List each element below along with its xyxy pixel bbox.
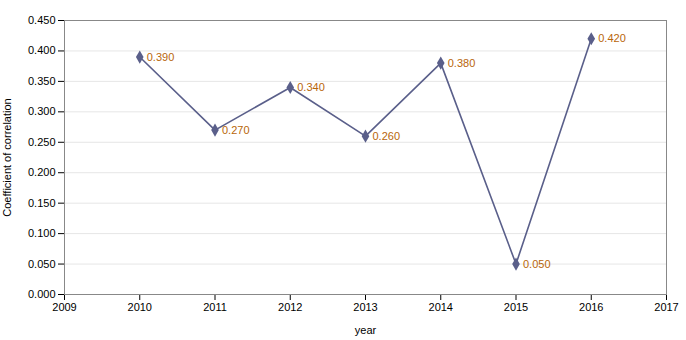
svg-text:0.100: 0.100 [28, 227, 56, 239]
svg-text:0.050: 0.050 [523, 258, 551, 270]
svg-text:2014: 2014 [429, 301, 453, 313]
svg-text:0.260: 0.260 [373, 130, 401, 142]
svg-text:0.340: 0.340 [297, 81, 325, 93]
svg-text:0.400: 0.400 [28, 44, 56, 56]
svg-text:2012: 2012 [278, 301, 302, 313]
svg-text:0.300: 0.300 [28, 105, 56, 117]
svg-text:2010: 2010 [128, 301, 152, 313]
svg-text:2015: 2015 [504, 301, 528, 313]
svg-text:2016: 2016 [579, 301, 603, 313]
svg-text:0.250: 0.250 [28, 136, 56, 148]
svg-text:0.150: 0.150 [28, 197, 56, 209]
svg-text:0.450: 0.450 [28, 14, 56, 26]
svg-text:0.200: 0.200 [28, 166, 56, 178]
svg-text:0.350: 0.350 [28, 75, 56, 87]
svg-text:2017: 2017 [654, 301, 678, 313]
svg-text:0.420: 0.420 [598, 32, 626, 44]
svg-text:2009: 2009 [52, 301, 76, 313]
svg-text:0.270: 0.270 [222, 124, 250, 136]
svg-text:0.000: 0.000 [28, 288, 56, 300]
svg-text:0.380: 0.380 [448, 57, 476, 69]
svg-text:year: year [355, 324, 377, 336]
svg-text:2011: 2011 [203, 301, 227, 313]
svg-text:0.390: 0.390 [147, 51, 175, 63]
svg-text:2013: 2013 [353, 301, 377, 313]
svg-text:0.050: 0.050 [28, 258, 56, 270]
svg-text:Coefficient of correlation: Coefficient of correlation [1, 98, 13, 216]
